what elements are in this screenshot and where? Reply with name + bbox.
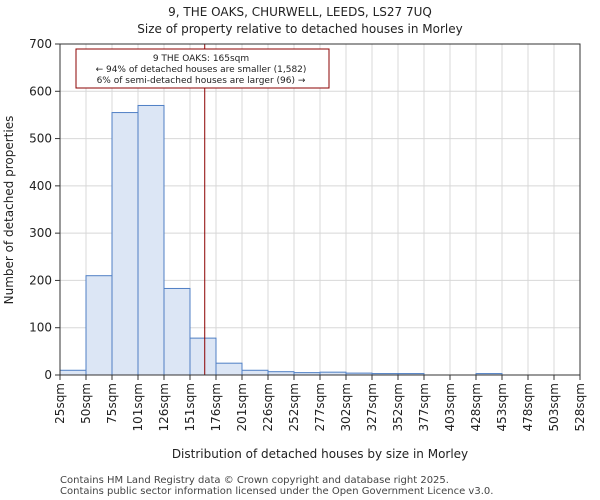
bar [215,362,243,376]
bar [163,287,191,376]
x-tick-label: 352sqm [391,383,405,431]
x-tick-label: 252sqm [287,383,301,431]
x-tick-label: 101sqm [131,383,145,431]
y-axis-ticks: 0 100 200 300 400 500 600 700 [29,37,60,382]
annotation-line1: 9 THE OAKS: 165sqm [153,54,249,64]
annotation-line3: 6% of semi-detached houses are larger (9… [97,76,306,86]
chart-subtitle: Size of property relative to detached ho… [137,22,462,36]
bar [85,275,113,376]
footer-line1: Contains HM Land Registry data © Crown c… [60,475,449,486]
grid-lines [60,44,580,375]
chart-title: 9, THE OAKS, CHURWELL, LEEDS, LS27 7UQ [168,5,432,19]
y-tick-label: 400 [29,179,52,193]
annotation-line2: ← 94% of detached houses are smaller (1,… [96,65,307,75]
x-tick-label: 528sqm [573,383,587,431]
annotation-box: 9 THE OAKS: 165sqm ← 94% of detached hou… [75,48,330,89]
x-tick-label: 302sqm [339,383,353,431]
bar [59,369,87,376]
x-tick-label: 126sqm [157,383,171,431]
x-tick-label: 277sqm [313,383,327,431]
y-tick-label: 0 [44,368,52,382]
x-tick-label: 75sqm [105,383,119,424]
x-axis-label: Distribution of detached houses by size … [172,447,468,461]
y-tick-label: 300 [29,226,52,240]
y-tick-label: 200 [29,273,52,287]
bar [189,337,217,376]
x-tick-label: 151sqm [183,383,197,431]
y-tick-label: 600 [29,84,52,98]
y-tick-label: 100 [29,321,52,335]
y-axis-label: Number of detached properties [2,116,16,305]
annotation-frame [75,48,330,89]
x-tick-label: 25sqm [53,383,67,424]
bar [137,104,165,376]
x-tick-label: 50sqm [79,383,93,424]
x-tick-label: 226sqm [261,383,275,431]
x-tick-label: 478sqm [521,383,535,431]
x-tick-label: 453sqm [495,383,509,431]
bar [241,369,269,376]
x-axis-ticks: 25sqm 50sqm 75sqm 101sqm 126sqm 151sqm 176sqm 2… [53,375,587,431]
bars [59,104,503,376]
x-tick-label: 327sqm [365,383,379,431]
bar [111,112,139,376]
x-tick-label: 201sqm [235,383,249,431]
x-tick-label: 377sqm [417,383,431,431]
y-tick-label: 700 [29,37,52,51]
x-tick-label: 176sqm [209,383,223,431]
x-tick-label: 503sqm [547,383,561,431]
x-tick-label: 403sqm [443,383,457,431]
footer-line2: Contains public sector information licen… [60,486,493,497]
x-tick-label: 428sqm [469,383,483,431]
y-tick-label: 500 [29,132,52,146]
